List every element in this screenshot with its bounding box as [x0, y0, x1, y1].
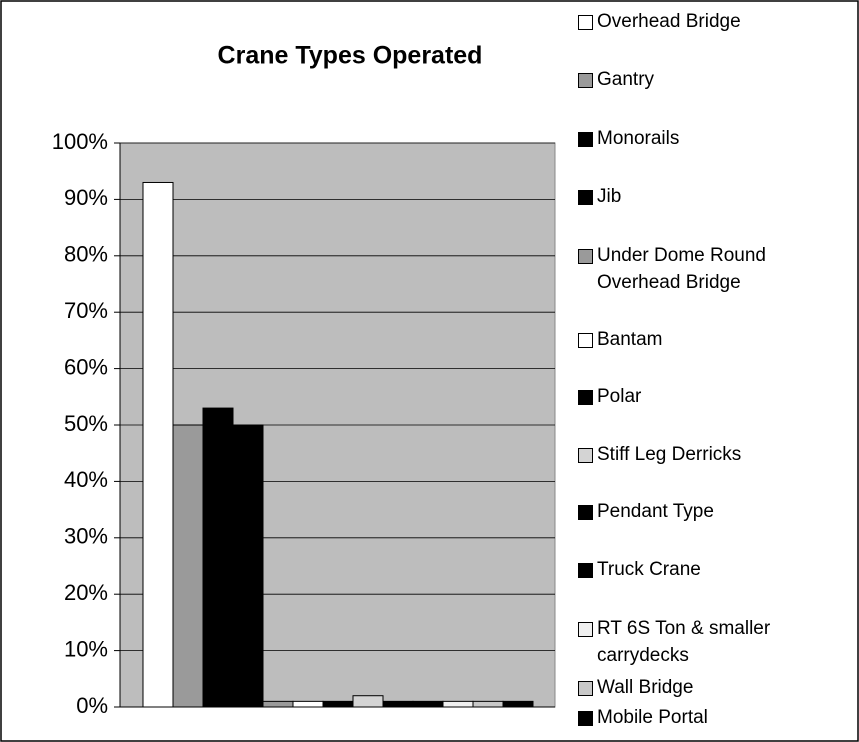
- legend-entry: Stiff Leg Derricks: [578, 441, 853, 468]
- bar: [472, 700, 504, 708]
- y-tick-label: 10%: [64, 636, 108, 661]
- legend-entry: Wall Bridge: [578, 674, 853, 701]
- legend-swatch: [578, 448, 593, 463]
- legend-label: Wall Bridge: [597, 677, 694, 698]
- legend-label: Under Dome Round Overhead Bridge: [597, 245, 766, 293]
- legend-label: Truck Crane: [597, 559, 701, 580]
- legend-label: Jib: [597, 186, 622, 207]
- y-tick-label: 0%: [76, 693, 108, 718]
- legend-swatch: [578, 505, 593, 520]
- legend-entry: Truck Crane: [578, 556, 853, 583]
- bar: [442, 700, 474, 708]
- legend-label: Mobile Portal: [597, 707, 708, 728]
- legend-entry: Monorails: [578, 125, 853, 152]
- legend-label: Overhead Bridge: [597, 11, 741, 32]
- legend-swatch: [578, 681, 593, 696]
- legend-swatch: [578, 249, 593, 264]
- legend-entry: Mobile Portal: [578, 704, 853, 731]
- legend-swatch: [578, 563, 593, 578]
- y-tick-label: 100%: [52, 129, 108, 154]
- bar: [322, 700, 354, 708]
- bar: [172, 424, 204, 708]
- y-tick-label: 80%: [64, 242, 108, 267]
- chart-title: Crane Types Operated: [218, 42, 483, 70]
- bar: [502, 700, 534, 708]
- legend-swatch: [578, 622, 593, 637]
- bar: [262, 700, 294, 708]
- legend-entry: RT 6S Ton & smaller carrydecks: [578, 615, 853, 669]
- y-tick-label: 50%: [64, 411, 108, 436]
- legend-swatch: [578, 15, 593, 30]
- legend-label: Polar: [597, 386, 642, 407]
- legend-swatch: [578, 333, 593, 348]
- legend-label: Bantam: [597, 329, 663, 350]
- legend-label: RT 6S Ton & smaller carrydecks: [597, 618, 771, 666]
- bar: [382, 700, 414, 708]
- bar: [142, 181, 174, 708]
- y-tick-label: 70%: [64, 298, 108, 323]
- legend-swatch: [578, 190, 593, 205]
- legend-label: Pendant Type: [597, 501, 714, 522]
- legend-label: Gantry: [597, 69, 655, 90]
- bar: [292, 700, 324, 708]
- legend-entry: Pendant Type: [578, 498, 853, 525]
- bar: [202, 407, 234, 708]
- y-tick-label: 40%: [64, 467, 108, 492]
- y-tick-label: 60%: [64, 354, 108, 379]
- y-tick-label: 20%: [64, 580, 108, 605]
- legend-swatch: [578, 390, 593, 405]
- legend-swatch: [578, 73, 593, 88]
- legend-entry: Bantam: [578, 326, 853, 353]
- y-tick-label: 90%: [64, 185, 108, 210]
- legend-label: Monorails: [597, 128, 680, 149]
- bar: [412, 700, 444, 708]
- legend-entry: Gantry: [578, 66, 853, 93]
- bar: [352, 695, 384, 708]
- legend-entry: Under Dome Round Overhead Bridge: [578, 242, 853, 296]
- bar: [232, 424, 264, 708]
- legend-swatch: [578, 132, 593, 147]
- legend-entry: Overhead Bridge: [578, 8, 853, 35]
- legend-label: Stiff Leg Derricks: [597, 444, 742, 465]
- legend-entry: Polar: [578, 383, 853, 410]
- y-tick-label: 30%: [64, 524, 108, 549]
- legend-swatch: [578, 711, 593, 726]
- legend-entry: Jib: [578, 183, 853, 210]
